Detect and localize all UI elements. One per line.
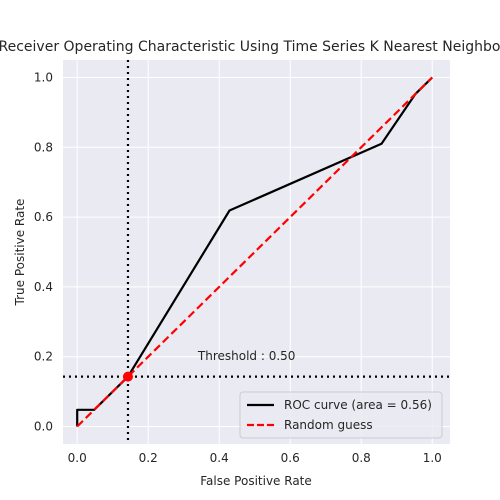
- y-tick-label-4: 0.8: [34, 140, 53, 154]
- x-tick-label-5: 1.0: [423, 451, 442, 465]
- legend-box: [239, 391, 443, 439]
- grid: [63, 60, 450, 444]
- legend-random-label: Random guess: [284, 418, 373, 432]
- x-tick-label-1: 0.2: [139, 451, 158, 465]
- series-lines: [76, 76, 433, 428]
- x-axis-label: False Positive Rate: [200, 474, 312, 488]
- x-tick-label-3: 0.6: [281, 451, 300, 465]
- y-tick-label-0: 0.0: [34, 420, 53, 434]
- x-tick-label-4: 0.8: [352, 451, 371, 465]
- chart-title: Receiver Operating Characteristic Using …: [0, 39, 500, 55]
- y-tick-label-2: 0.4: [34, 280, 53, 294]
- roc-curve-line: [76, 76, 433, 427]
- legend: ROC curve (area = 0.56) Random guess: [239, 391, 443, 439]
- x-tick-labels: 0.0 0.2 0.4 0.6 0.8 1.0: [68, 451, 442, 465]
- legend-roc-label: ROC curve (area = 0.56): [284, 398, 432, 412]
- y-tick-label-1: 0.2: [34, 350, 53, 364]
- threshold-markers: [63, 60, 450, 444]
- y-tick-label-3: 0.6: [34, 210, 53, 224]
- random-guess-line: [76, 76, 433, 428]
- threshold-label: Threshold : 0.50: [197, 349, 296, 363]
- x-tick-label-2: 0.4: [210, 451, 229, 465]
- threshold-point: [122, 371, 133, 382]
- y-axis-label: True Positive Rate: [13, 199, 27, 307]
- y-tick-labels: 0.0 0.2 0.4 0.6 0.8 1.0: [34, 70, 53, 433]
- x-tick-label-0: 0.0: [68, 451, 87, 465]
- plot-background: [63, 60, 450, 444]
- y-tick-label-5: 1.0: [34, 70, 53, 84]
